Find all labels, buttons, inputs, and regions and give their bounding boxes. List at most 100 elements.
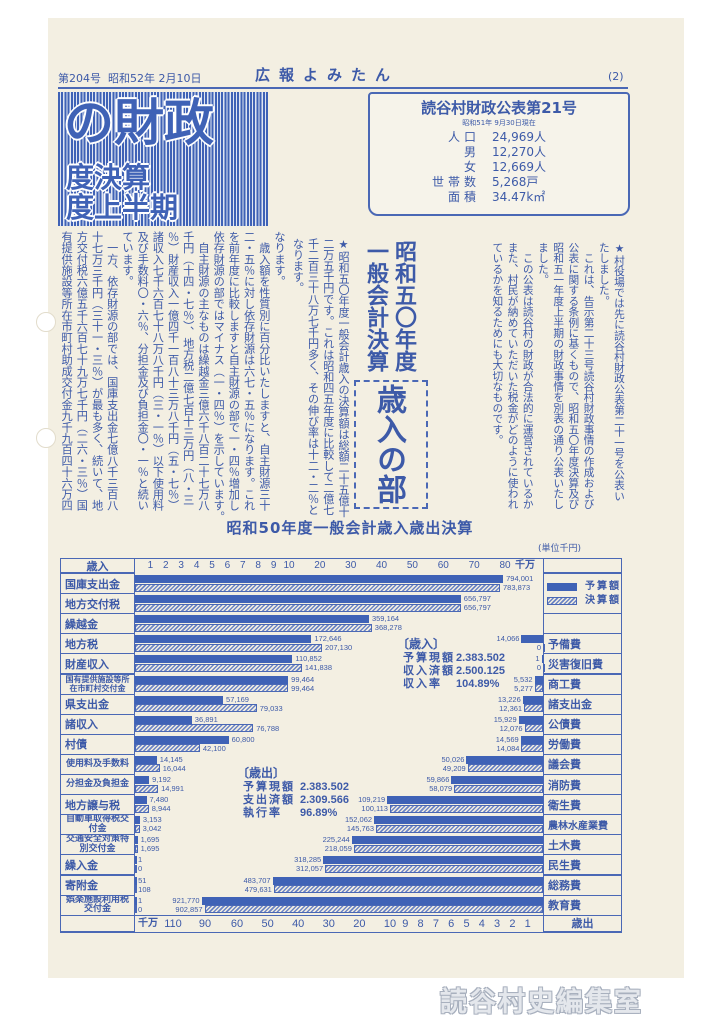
expenditure-axis-tick: 7	[432, 917, 439, 930]
revenue-axis-tick: 5	[209, 560, 215, 571]
revenue-budget-bar	[135, 655, 293, 664]
revenue-settled-value: 0	[138, 864, 143, 874]
revenue-budget-value: 57,169	[226, 694, 249, 704]
text-line: ています。	[120, 231, 134, 287]
stat-value: 12,669人	[492, 160, 546, 174]
expenditure-settled-value: 12,076	[499, 723, 523, 733]
expenditure-budget-value: 1	[535, 654, 540, 664]
stat-row: 女 12,669人	[410, 160, 590, 174]
revenue-budget-value: 172,646	[314, 634, 342, 644]
expenditure-axis-tick: 60	[230, 917, 244, 930]
expenditure-budget-value: 152,062	[344, 815, 373, 825]
revenue-budget-value: 1,695	[140, 835, 160, 845]
expenditure-settled-value: 218,059	[324, 844, 352, 854]
revenue-settled-bar	[135, 684, 289, 692]
revenue-budget-bar	[135, 896, 137, 905]
text-line: ているかを知るためにも大切なものです。	[491, 242, 505, 446]
expenditure-axis-tick: 90	[198, 917, 212, 930]
expenditure-settled-value: 145,763	[346, 824, 374, 834]
revenue-category-label: 交通安全対策特別交付金	[60, 834, 135, 856]
text-line: 有提供施設等所在市町村助成交付金九千九百四十六万四	[60, 231, 74, 511]
revenue-budget-value: 110,852	[295, 654, 322, 664]
revenue-settled-value: 141,838	[304, 663, 333, 673]
legend-budget-label: 予算額	[585, 581, 621, 593]
revenue-category-label: 国庫支出金	[60, 573, 135, 595]
expenditure-axis-tick: 50	[261, 917, 274, 930]
revenue-settled-value: 783,873	[503, 583, 531, 592]
expenditure-budget-bar	[323, 856, 543, 865]
revenue-axis-unit: 千万	[515, 560, 535, 571]
expenditure-budget-value: 15,929	[493, 714, 517, 724]
revenue-budget-value: 794,001	[506, 574, 534, 583]
expenditure-settled-bar	[204, 905, 543, 914]
revenue-settled-bar	[135, 844, 138, 853]
revenue-settled-bar	[135, 764, 160, 773]
revenue-settled-bar	[135, 704, 257, 713]
revenue-budget-bar	[135, 876, 137, 885]
revenue-settled-value: 99,464	[291, 683, 315, 693]
text-line: 諸収入七千六百七十八万八千円（三・一％）以下使用料	[151, 231, 165, 511]
revenue-budget-value: 60,800	[231, 734, 255, 744]
expenditure-axis-tick: 2	[509, 917, 516, 930]
watermark: 読谷村史編集室	[440, 987, 643, 1018]
text-line: ★村役場では先に読谷村財政公表第二十一号を公表い	[613, 242, 626, 502]
stat-label: 人口	[447, 130, 480, 144]
revenue-budget-value: 3,153	[142, 815, 162, 825]
revenue-budget-value: 656,797	[463, 594, 491, 604]
expenditure-axis-tick: 5	[463, 917, 470, 930]
expenditure-budget-value: 225,244	[322, 835, 350, 845]
revenue-budget-value: 1	[138, 895, 143, 905]
page-number: (2)	[608, 70, 624, 83]
revenue-settled-value: 108	[138, 884, 151, 894]
revenue-category-label: 地方税	[60, 633, 135, 655]
expenditure-settled-value: 902,857	[175, 904, 203, 914]
revenue-settled-value: 76,788	[256, 723, 280, 733]
text-line: ％）財産収入一億四千一百八十三万八千円（五・七％）	[166, 231, 180, 511]
chart-title: 昭和50年度一般会計歳入歳出決算	[226, 519, 474, 537]
revenue-settled-bar	[135, 885, 137, 893]
revenue-axis-tick: 6	[224, 560, 231, 571]
expenditure-settled-bar	[389, 804, 543, 813]
expenditure-summary-value: 96.89%	[300, 807, 338, 819]
expenditure-axis-tick: 6	[448, 917, 455, 930]
expenditure-budget-bar	[451, 776, 543, 784]
revenue-category-label: 国有提供施設等所在市町村交付金	[60, 673, 135, 695]
chart-frame	[135, 558, 543, 559]
expenditure-settled-bar	[524, 704, 543, 713]
stats-title: 読谷村財政公表第21号	[421, 99, 577, 117]
expenditure-axis-tick: 110	[164, 917, 182, 930]
article-intro: ★村役場では先に読谷村財政公表第二十一号を公表い たしました。 これは、告示第二十…	[490, 242, 627, 510]
text-line: 千二百三十八万七千円多く、その伸び率は十二・二％と	[306, 238, 320, 516]
expenditure-budget-bar	[541, 655, 543, 664]
issue-date: 昭和52年 2月10日	[108, 72, 202, 85]
text-line: 十七万三千円（三十一・三％）が最も多く、続いて、地	[90, 231, 104, 511]
revenue-axis-tick: 3	[178, 560, 184, 571]
text-line: この公表は読谷村の財政が合法的に運営されているか	[521, 242, 535, 510]
revenue-summary-value: 2.383.502	[456, 652, 505, 664]
expenditure-settled-value: 100,113	[361, 804, 388, 814]
expenditure-budget-value: 5,532	[513, 674, 533, 684]
revenue-settled-value: 207,130	[325, 643, 353, 653]
text-line: 二万五千円です。これは昭和四五年度に比較して二億七	[321, 238, 335, 516]
expenditure-settled-value: 479,631	[244, 884, 272, 894]
stat-row: 男 12,270人	[410, 145, 590, 159]
expenditure-axis-tick: 10	[383, 917, 397, 930]
revenue-settled-bar	[135, 905, 137, 914]
chart-frame	[60, 931, 622, 933]
stat-row: 世帯数 5,268戸	[410, 175, 590, 189]
revenue-settled-bar	[135, 804, 149, 813]
revenue-header: 歳入	[60, 558, 135, 573]
banner-line-2: 度決算	[66, 161, 151, 194]
expenditure-budget-value: 59,866	[426, 775, 450, 784]
text-line: 方交付税六億五千六百七十九万七千円（二六・三％）国	[75, 231, 89, 511]
revenue-settled-value: 1,695	[140, 844, 160, 854]
revenue-budget-bar	[135, 755, 157, 764]
expenditure-budget-bar	[522, 695, 543, 704]
revenue-budget-bar	[135, 635, 312, 644]
expenditure-settled-bar	[375, 824, 543, 833]
section-title: 昭和五〇年度 一般会計決算	[363, 240, 417, 372]
text-line: なります。	[273, 231, 286, 287]
text-line: 自主財源の主なものは繰越金三億六千八百二十七万八	[196, 231, 210, 511]
stat-value: 5,268戸	[492, 175, 539, 189]
